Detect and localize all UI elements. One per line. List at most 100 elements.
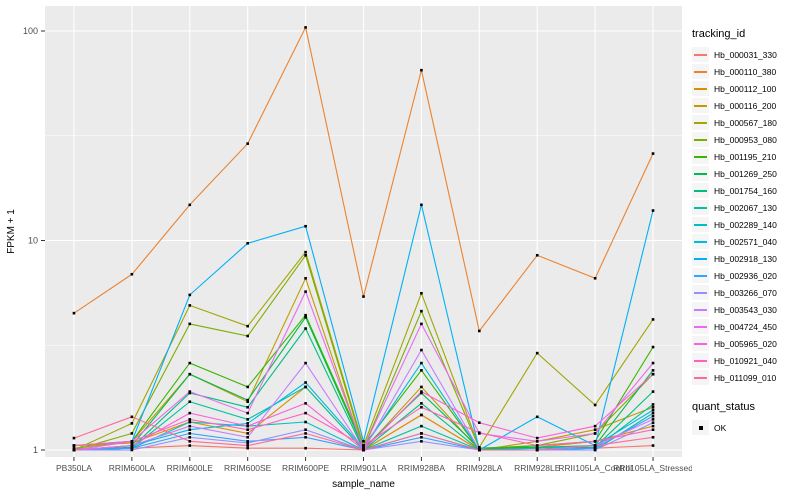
data-point [478, 421, 481, 424]
data-point [362, 295, 365, 298]
legend-item: Hb_000116_200 [692, 98, 798, 113]
data-point [188, 293, 192, 297]
legend-item-label: Hb_001195_210 [714, 151, 777, 162]
data-point [130, 446, 134, 450]
legend-item-label: Hb_005965_020 [714, 338, 777, 349]
legend-item-label: Hb_003266_070 [714, 287, 777, 298]
y-axis-title: FPKM + 1 [6, 209, 17, 254]
x-tick-label: RRIM600LE [167, 463, 214, 473]
series-color-line [694, 376, 707, 379]
data-point [188, 391, 192, 395]
data-point [478, 446, 481, 450]
legend-key-line-icon [692, 302, 709, 317]
data-point [246, 444, 249, 447]
data-point [246, 142, 249, 145]
data-point [246, 334, 249, 338]
data-point [188, 420, 192, 424]
series-color-line [694, 359, 707, 362]
data-point [651, 152, 655, 155]
legend-key-line-icon [692, 370, 709, 385]
series-color-line [694, 121, 707, 124]
legend-item-label: Hb_000112_100 [714, 83, 777, 94]
data-point [246, 324, 249, 328]
data-point [593, 428, 597, 431]
series-color-line [694, 138, 707, 141]
data-point [651, 411, 655, 415]
ok-point-key [692, 420, 709, 435]
data-point [478, 431, 481, 434]
data-point [304, 402, 307, 405]
legend-key-line-icon [692, 166, 709, 181]
data-point [420, 203, 423, 207]
legend-item: Hb_002571_040 [692, 234, 798, 249]
data-point [246, 422, 249, 425]
data-point [651, 435, 655, 439]
data-point [304, 432, 307, 435]
legend-item-label: Hb_004724_450 [714, 321, 777, 332]
legend-key-line-icon [692, 132, 709, 147]
data-point [651, 421, 655, 424]
legend-item-label: OK [714, 422, 727, 433]
data-point [304, 315, 307, 319]
data-point [72, 436, 76, 440]
data-point [72, 444, 76, 447]
data-point [651, 318, 655, 321]
x-tick-label: RRIM928BA [398, 463, 446, 473]
legend-item: Hb_000567_180 [692, 115, 798, 130]
data-point [593, 424, 597, 428]
series-color-line [694, 206, 707, 209]
data-point [246, 435, 249, 439]
legend-item: Hb_001269_250 [692, 166, 798, 181]
legend-item-label: Hb_003543_030 [714, 304, 777, 315]
series-color-line [694, 308, 707, 311]
legend-item-label: Hb_000031_330 [714, 49, 777, 60]
data-point [72, 311, 76, 315]
data-point [420, 413, 423, 417]
data-point [651, 408, 655, 412]
legend-key-line-icon [692, 285, 709, 300]
data-point [535, 351, 539, 355]
data-point [362, 446, 365, 450]
data-point [535, 444, 539, 447]
data-point [304, 361, 307, 365]
x-tick-label: RRII105LA_Control [558, 463, 632, 473]
x-axis-title: sample_name [332, 479, 395, 490]
data-point [651, 418, 655, 421]
series-color-line [694, 53, 707, 56]
data-point [304, 277, 307, 280]
series-color-line [694, 223, 707, 226]
data-point [420, 385, 423, 389]
y-tick-label: 100 [23, 26, 38, 36]
y-tick-label: 10 [28, 236, 38, 246]
legend-item-label: Hb_000953_080 [714, 134, 777, 145]
data-point [304, 435, 307, 439]
data-point [304, 411, 307, 415]
legend-item: Hb_003266_070 [692, 285, 798, 300]
data-point [420, 309, 423, 313]
series-color-line [694, 155, 707, 158]
data-point [304, 385, 307, 389]
legend-key-line-icon [692, 81, 709, 96]
x-tick-label: RRIM600LA [109, 463, 156, 473]
legend-item: Hb_001195_210 [692, 149, 798, 164]
data-point [651, 361, 655, 365]
data-point [420, 432, 423, 435]
data-point [246, 432, 249, 435]
data-point [362, 444, 365, 447]
legend-item-label: Hb_002067_130 [714, 202, 777, 213]
data-point [651, 390, 655, 393]
data-point [535, 448, 539, 452]
legend-item-label: Hb_001269_250 [714, 168, 777, 179]
data-point [130, 422, 134, 425]
data-point [362, 448, 365, 452]
legend-key-line-icon [692, 353, 709, 368]
quant-status-legend: quant_status OK [692, 401, 798, 437]
data-point [188, 418, 192, 421]
data-point [420, 361, 423, 365]
data-point [188, 444, 192, 447]
data-point [304, 420, 307, 424]
series-color-line [694, 189, 707, 192]
data-point [420, 405, 423, 409]
legend-item-label: Hb_001754_160 [714, 185, 777, 196]
legend-item-label: Hb_000110_380 [714, 66, 777, 77]
